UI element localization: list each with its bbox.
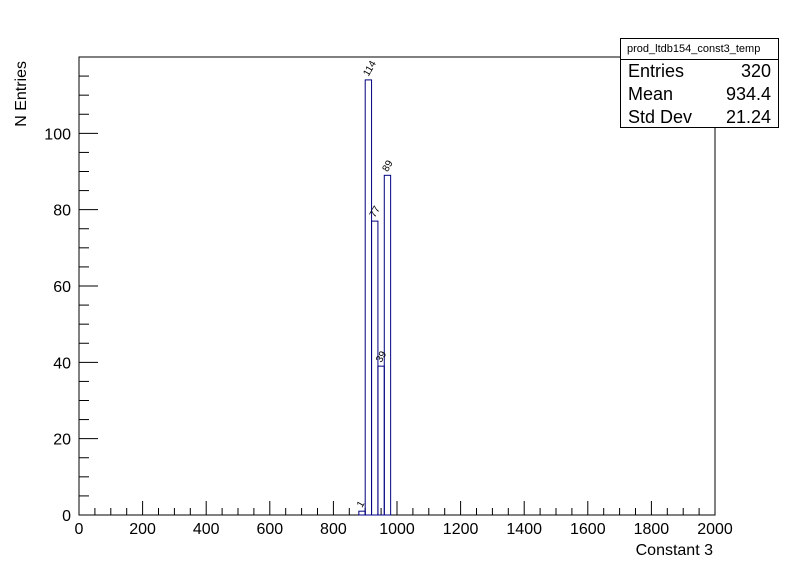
x-tick-label: 800 [320, 521, 347, 538]
x-tick-label: 200 [129, 521, 156, 538]
x-tick-label: 400 [193, 521, 220, 538]
histogram-bar [383, 174, 392, 516]
y-tick-label: 20 [53, 432, 71, 449]
y-tick-label: 80 [53, 203, 71, 220]
x-tick-label: 0 [75, 521, 84, 538]
x-tick-label: 1400 [506, 521, 542, 538]
y-tick-label: 60 [53, 279, 71, 296]
bin-value-label: 89 [381, 158, 396, 174]
bin-value-label: 1 [355, 499, 368, 510]
stats-value: 21.24 [725, 107, 771, 127]
stats-title: prod_ltdb154_const3_temp [621, 39, 778, 60]
x-tick-label: 1000 [379, 521, 415, 538]
bin-value-label: 77 [368, 204, 383, 220]
histogram-bar [371, 220, 379, 516]
stats-row-mean: Mean 934.4 [621, 83, 778, 106]
histogram-bar [358, 510, 366, 516]
x-tick-label: 1800 [634, 521, 670, 538]
histogram-bar [377, 365, 385, 516]
x-axis: 0 200 400 600 800 1000 1200 1400 1600 1800 2000 [75, 501, 733, 538]
bin-labels: 1 114 77 39 89 [355, 59, 396, 510]
x-tick-label: 1200 [443, 521, 479, 538]
y-axis-title: N Entries [13, 61, 30, 127]
y-tick-label: 40 [53, 355, 71, 372]
x-axis-title: Constant 3 [636, 542, 713, 559]
stats-value: 320 [740, 61, 771, 81]
stats-label: Std Dev [628, 107, 693, 127]
y-tick-label: 100 [44, 126, 71, 143]
y-tick-label: 0 [62, 508, 71, 525]
stats-value: 934.4 [725, 84, 771, 104]
y-axis: 0 20 40 60 80 100 [44, 75, 98, 525]
stats-label: Entries [628, 61, 685, 81]
stats-label: Mean [628, 84, 674, 104]
bin-value-label: 39 [374, 349, 389, 365]
stats-row-stddev: Std Dev 21.24 [621, 106, 778, 129]
x-tick-label: 1600 [570, 521, 606, 538]
histogram-bar [364, 79, 373, 516]
stats-box: prod_ltdb154_const3_temp Entries 320 Mea… [620, 38, 779, 128]
histogram-bars [358, 79, 392, 516]
stats-row-entries: Entries 320 [621, 60, 778, 83]
bin-value-label: 114 [361, 59, 379, 79]
x-tick-label: 2000 [697, 521, 733, 538]
x-tick-label: 600 [256, 521, 283, 538]
